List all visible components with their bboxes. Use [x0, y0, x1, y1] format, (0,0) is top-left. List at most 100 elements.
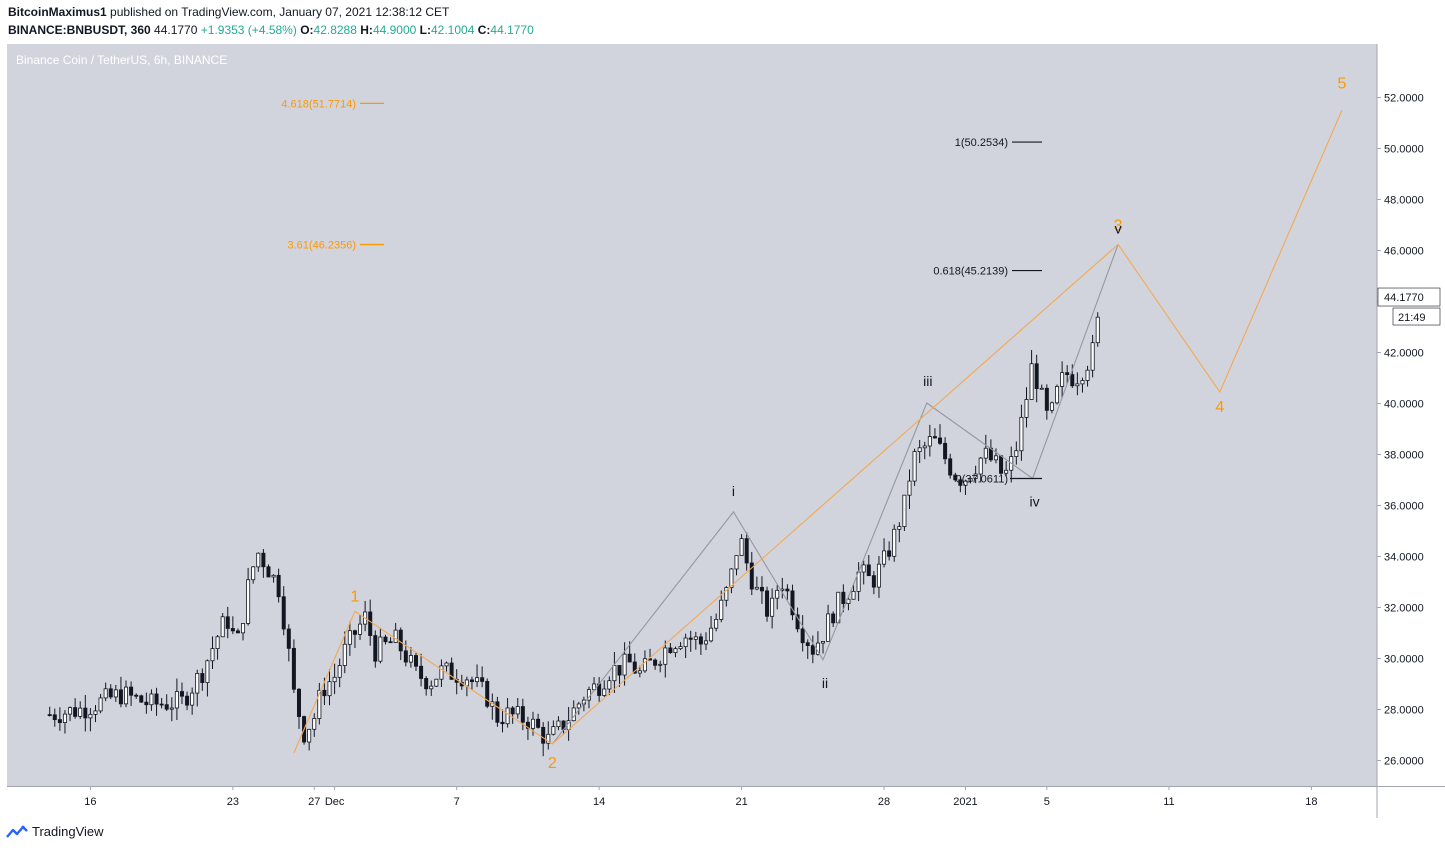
candle-body: [159, 703, 164, 706]
candle-body: [500, 721, 505, 725]
candle-body: [246, 579, 251, 624]
tradingview-logo[interactable]: TradingView: [6, 824, 104, 839]
candle-body: [546, 733, 551, 744]
candle-body: [759, 586, 764, 592]
candle-body: [948, 458, 953, 476]
close-value: 44.1770: [490, 23, 534, 37]
candle-body: [927, 436, 932, 447]
candle-body: [312, 718, 317, 730]
symbol-label[interactable]: BINANCE:BNBUSDT, 360: [8, 23, 151, 37]
candle-body: [83, 707, 88, 719]
candle-body: [790, 590, 795, 616]
candle-body: [73, 707, 78, 717]
candle-body: [215, 636, 220, 649]
candle-body: [943, 442, 948, 460]
last-price: 44.1770: [154, 23, 198, 37]
candle-body: [922, 445, 927, 449]
fib-label: 0.618(45.2139): [933, 266, 1008, 278]
candle-body: [113, 689, 118, 698]
wave-label: 5: [1337, 75, 1346, 92]
price-chart[interactable]: Binance Coin / TetherUS, 6h, BINANCE USD…: [0, 44, 1445, 818]
x-tick-label: 23: [227, 796, 239, 808]
y-tick-label: 30.0000: [1384, 654, 1424, 666]
price-tags: 44.1770 21:49: [1377, 287, 1441, 326]
candle-body: [810, 645, 815, 655]
candle-body: [332, 676, 337, 683]
candle-body: [770, 597, 775, 617]
candle-body: [617, 665, 622, 676]
x-tick-label: 14: [593, 796, 605, 808]
wave-label: 1: [350, 588, 359, 605]
candle-body: [1034, 363, 1039, 389]
subwave-label: iii: [923, 373, 932, 389]
candle-body: [1060, 372, 1065, 387]
fib-levels: 4.618(51.7714) 3.61(46.2356) 1(50.2534) 0.6…: [281, 98, 1042, 485]
candle-body: [164, 704, 169, 710]
candle-body: [683, 637, 688, 648]
candle-body: [1039, 387, 1044, 390]
candle-body: [612, 665, 617, 682]
x-tick-label: 2021: [953, 796, 977, 808]
candle-body: [485, 681, 490, 707]
candle-body: [724, 587, 729, 601]
candle-body: [525, 721, 530, 729]
candle-body: [938, 437, 943, 444]
wave-label: 4: [1215, 399, 1224, 416]
plot-area[interactable]: [7, 44, 1377, 786]
candle-body: [642, 658, 647, 672]
candle-body: [195, 673, 200, 694]
candle-body: [439, 665, 444, 680]
candle-body: [307, 728, 312, 743]
price-axis[interactable]: [1377, 44, 1445, 786]
candle-body: [668, 647, 673, 654]
candle-body: [276, 574, 281, 598]
candle-body: [98, 697, 103, 712]
candle-body: [688, 637, 693, 640]
y-tick-label: 50.0000: [1384, 144, 1424, 156]
candle-body: [235, 630, 240, 634]
candle-body: [464, 679, 469, 687]
x-tick-label: 5: [1044, 796, 1050, 808]
candle-body: [220, 616, 225, 638]
candle-body: [408, 655, 413, 663]
fib-label: 1(50.2534): [955, 137, 1008, 149]
candle-body: [200, 673, 205, 683]
candle-body: [480, 677, 485, 682]
publish-info: BitcoinMaximus1 published on TradingView…: [8, 5, 449, 19]
candle-body: [1090, 342, 1095, 371]
candle-body: [1014, 450, 1019, 457]
candle-body: [322, 689, 327, 697]
candle-body: [805, 642, 810, 646]
open-value: 42.8288: [313, 23, 357, 37]
candle-body: [424, 678, 429, 690]
candle-body: [190, 692, 195, 706]
candle-body: [993, 455, 998, 461]
x-tick-label: 7: [454, 796, 460, 808]
candle-body: [266, 566, 271, 578]
low-value: 42.1004: [431, 23, 475, 37]
candle-body: [1019, 416, 1024, 452]
candle-body: [286, 628, 291, 649]
candle-body: [118, 689, 123, 705]
subwave-label: v: [1115, 220, 1122, 236]
candle-body: [1044, 387, 1049, 411]
candle-body: [876, 563, 881, 588]
y-tick-label: 42.0000: [1384, 348, 1424, 360]
fib-label: 3.61(46.2356): [288, 240, 357, 252]
author-name[interactable]: BitcoinMaximus1: [8, 5, 107, 19]
candle-body: [1075, 383, 1080, 387]
candle-body: [576, 703, 581, 709]
candle-body: [709, 627, 714, 642]
candle-body: [831, 613, 836, 624]
candle-body: [403, 650, 408, 663]
time-axis[interactable]: [0, 786, 1445, 818]
candle-body: [785, 588, 790, 592]
candle-body: [230, 628, 235, 632]
candle-body: [744, 538, 749, 564]
wave-path: [293, 110, 1343, 754]
candle-body: [347, 630, 352, 645]
candle-body: [1004, 469, 1009, 474]
fib-label: 4.618(51.7714): [281, 98, 356, 110]
candle-body: [429, 685, 434, 690]
candle-body: [698, 636, 703, 645]
